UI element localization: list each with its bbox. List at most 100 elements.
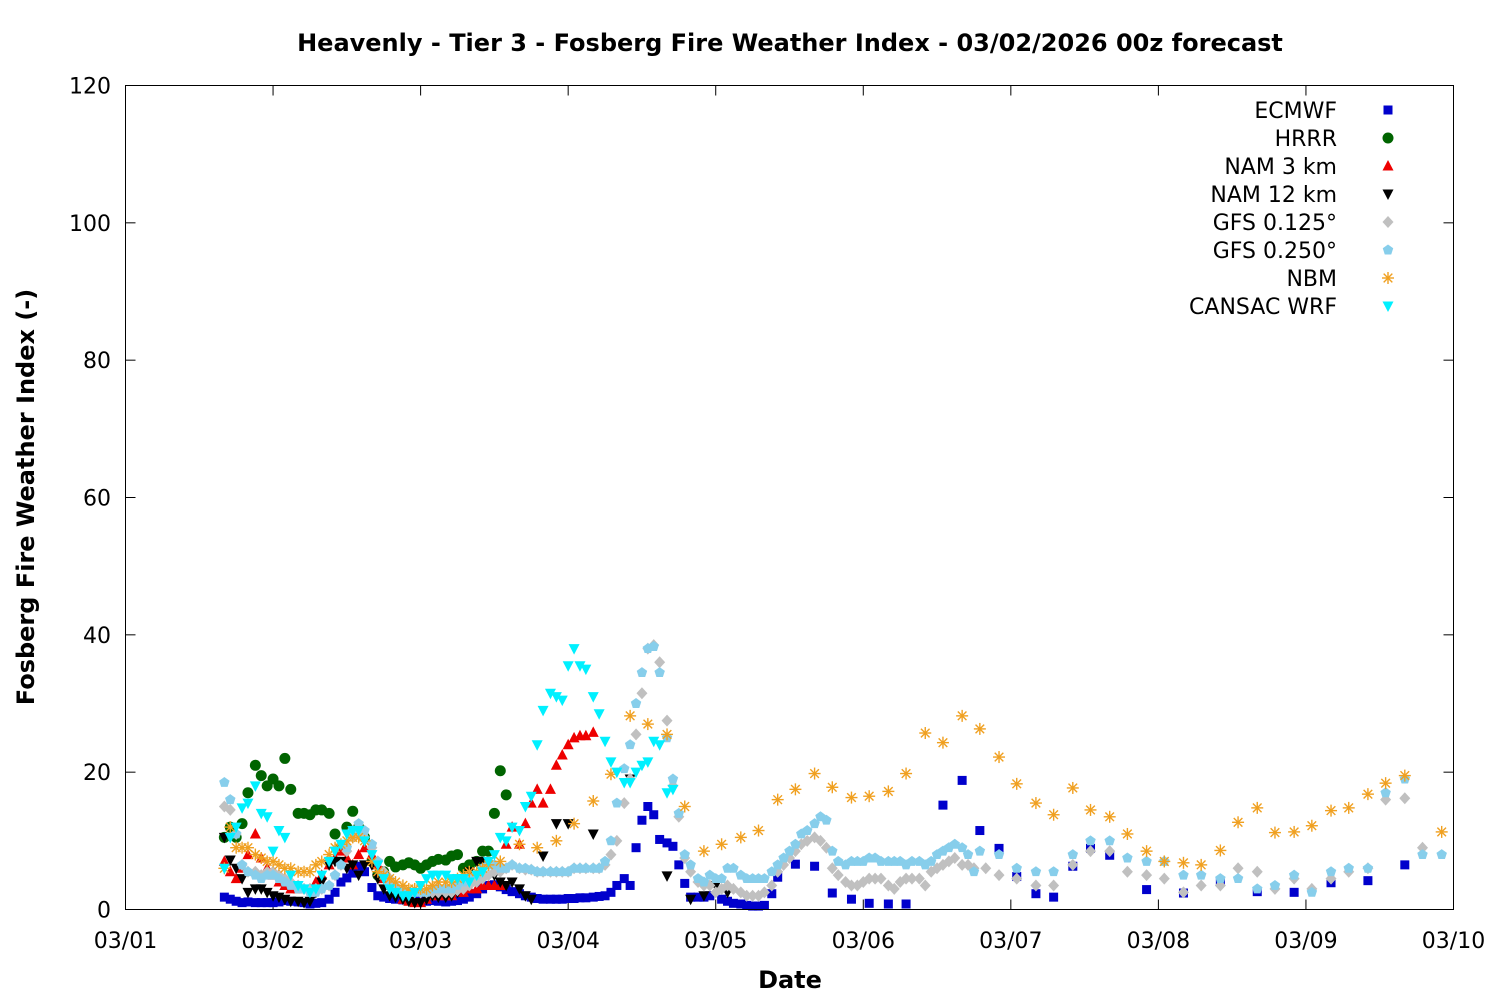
data-point xyxy=(685,894,697,906)
data-point xyxy=(790,859,800,869)
data-point xyxy=(249,827,261,839)
data-point xyxy=(415,880,427,892)
data-point xyxy=(219,776,230,787)
data-point xyxy=(594,891,604,901)
data-point xyxy=(611,767,623,779)
data-point xyxy=(993,751,1006,764)
data-point xyxy=(359,841,371,853)
data-point xyxy=(279,832,291,844)
data-point xyxy=(219,892,229,902)
data-point xyxy=(900,767,913,780)
data-point xyxy=(1195,879,1207,892)
x-tick-label: 03/07 xyxy=(979,929,1042,954)
legend-label: HRRR xyxy=(1275,127,1337,152)
data-point xyxy=(661,788,673,799)
data-point xyxy=(538,894,548,904)
data-point xyxy=(1195,858,1208,871)
series-gfs-0-250- xyxy=(219,641,1447,897)
data-point xyxy=(661,871,673,882)
data-point xyxy=(1325,804,1338,817)
data-point xyxy=(723,896,733,906)
data-point xyxy=(403,891,415,902)
data-point xyxy=(643,802,653,811)
data-point xyxy=(631,843,641,853)
data-point xyxy=(537,705,549,717)
data-point xyxy=(1289,887,1299,897)
legend-marker xyxy=(1382,216,1394,228)
data-point xyxy=(1398,769,1411,782)
data-point xyxy=(557,894,567,904)
data-point xyxy=(1177,856,1190,869)
legend-label: GFS 0.125° xyxy=(1213,211,1337,236)
data-point xyxy=(256,898,266,908)
data-point xyxy=(1268,826,1281,839)
data-point xyxy=(537,851,549,862)
data-point xyxy=(243,897,253,907)
data-point xyxy=(1104,835,1115,846)
data-point xyxy=(717,894,727,904)
data-point xyxy=(1342,801,1355,814)
data-point xyxy=(742,900,752,910)
data-point xyxy=(883,899,893,909)
data-point xyxy=(568,817,581,830)
y-tick-label: 120 xyxy=(69,75,111,100)
data-point xyxy=(636,760,648,772)
data-point xyxy=(587,726,599,737)
data-point xyxy=(378,874,390,885)
data-point xyxy=(827,888,837,898)
data-point xyxy=(230,822,242,834)
data-point xyxy=(500,836,512,847)
data-point xyxy=(242,787,254,799)
data-point xyxy=(956,858,968,871)
data-point xyxy=(936,736,949,749)
data-point xyxy=(1122,852,1133,863)
data-point xyxy=(457,874,469,885)
data-point xyxy=(611,797,623,808)
data-point xyxy=(1306,886,1318,897)
data-point xyxy=(525,894,537,906)
data-point xyxy=(612,880,622,890)
data-point xyxy=(734,831,747,844)
legend: ECMWF HRRR NAM 3 km NAM 12 km GFS 0.125° GFS … xyxy=(1189,99,1394,320)
data-point xyxy=(1178,869,1189,880)
data-point xyxy=(273,826,285,837)
data-point xyxy=(550,834,563,847)
data-point xyxy=(968,866,980,877)
data-point xyxy=(587,795,600,808)
data-point xyxy=(568,644,580,655)
data-point xyxy=(919,727,932,740)
data-point xyxy=(1343,862,1354,873)
data-point xyxy=(225,894,235,904)
data-point xyxy=(1435,825,1448,838)
data-point xyxy=(317,898,327,908)
data-point xyxy=(1288,869,1300,880)
data-point xyxy=(1158,855,1171,868)
y-tick-label: 60 xyxy=(83,487,111,512)
data-point xyxy=(1436,849,1447,860)
data-point xyxy=(310,876,322,887)
data-point xyxy=(901,899,911,909)
data-point xyxy=(674,860,684,870)
data-point xyxy=(236,859,248,870)
data-point xyxy=(477,867,489,878)
data-point xyxy=(869,872,881,885)
data-point xyxy=(587,829,599,840)
data-point xyxy=(261,812,273,823)
data-point xyxy=(255,770,267,782)
data-point xyxy=(218,855,230,866)
data-point xyxy=(550,819,562,830)
data-point xyxy=(1011,862,1022,873)
data-point xyxy=(759,900,769,910)
data-point xyxy=(667,773,679,784)
data-point xyxy=(919,879,931,892)
data-point xyxy=(464,892,474,902)
data-point xyxy=(698,891,710,902)
data-point xyxy=(519,891,531,902)
data-point xyxy=(1029,797,1042,810)
data-point xyxy=(906,855,918,866)
data-point xyxy=(537,866,549,877)
data-point xyxy=(748,901,758,911)
data-point xyxy=(482,856,494,868)
data-point xyxy=(1252,883,1263,894)
data-point xyxy=(507,887,517,897)
